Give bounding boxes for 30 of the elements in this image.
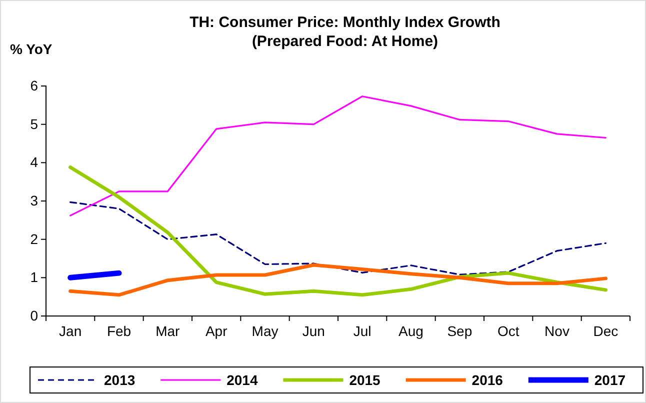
y-tick-label: 6	[30, 77, 38, 94]
x-tick-label: May	[252, 322, 278, 339]
legend-label: 2017	[594, 372, 626, 388]
x-tick-label: Oct	[497, 322, 520, 339]
x-tick-label: Feb	[106, 322, 132, 339]
y-tick-label: 1	[30, 269, 38, 286]
line-series	[68, 263, 608, 297]
x-tick-label: Jun	[302, 322, 325, 339]
x-tick-label: Sep	[447, 322, 472, 339]
x-tick-label: Dec	[593, 322, 618, 339]
x-tick-label: Aug	[398, 322, 424, 339]
line-series	[70, 201, 606, 276]
y-tick-label: 4	[30, 154, 38, 170]
y-tick-label: 2	[30, 230, 38, 247]
y-tick-label: 0	[30, 307, 38, 324]
line-series	[70, 96, 606, 216]
legend-label: 2015	[349, 372, 381, 388]
line-series	[68, 166, 608, 297]
y-tick-label: 5	[30, 116, 38, 132]
legend-label: 2016	[472, 372, 504, 388]
legend-label: 2014	[226, 372, 258, 388]
chart-title: TH: Consumer Price: Monthly Index Growth (Prepared Food: At Home)	[190, 14, 500, 50]
x-tick-label: Mar	[156, 322, 180, 339]
x-tick-label: Jul	[353, 322, 372, 339]
x-tick-label: Jan	[59, 322, 82, 339]
x-tick-label: Apr	[205, 322, 228, 339]
y-tick-label: 3	[30, 192, 38, 208]
y-axis-title: % YoY	[10, 41, 53, 57]
legend-label: 2013	[104, 372, 136, 388]
x-tick-label: Nov	[544, 322, 570, 339]
